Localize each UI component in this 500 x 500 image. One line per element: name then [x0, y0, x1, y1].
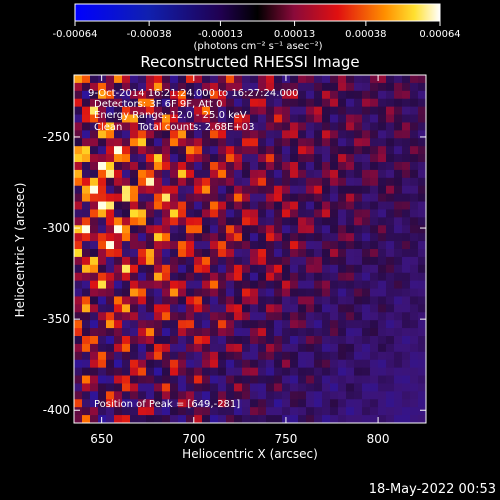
- axis-ticks: 650 700 750 800 -250 -300 -350 -400: [43, 75, 426, 446]
- timestamp: 18-May-2022 00:53: [369, 482, 496, 497]
- colorbar-tick-label: -0.00064: [53, 29, 98, 40]
- colorbar-tick-label: 0.00013: [274, 29, 315, 40]
- x-tick-label: 800: [367, 432, 390, 446]
- annotation-time-range: 9-Oct-2014 16:21:24.000 to 16:27:24.000: [88, 88, 299, 99]
- heatmap-image: [74, 75, 426, 423]
- y-tick-label: -400: [43, 403, 70, 417]
- x-tick-label: 650: [90, 432, 113, 446]
- plot-frame: [73, 74, 427, 424]
- y-tick-label: -250: [43, 130, 70, 144]
- annotation-block: 9-Oct-2014 16:21:24.000 to 16:27:24.000 …: [88, 88, 299, 133]
- annotation-energy-range: Energy Range: 12.0 - 25.0 keV: [94, 110, 247, 121]
- colorbar-tick-label: 0.00038: [345, 29, 386, 40]
- annotation-clean-counts: Clean Total counts: 2.68E+03: [94, 122, 254, 133]
- y-tick-label: -350: [43, 312, 70, 326]
- x-tick-label: 750: [274, 432, 297, 446]
- x-tick-label: 700: [182, 432, 205, 446]
- y-tick-label: -300: [43, 221, 70, 235]
- colorbar: [74, 3, 441, 22]
- annotation-detectors: Detectors: 3F 6F 9F, Att 0: [94, 99, 222, 110]
- x-axis-label: Heliocentric X (arcsec): [182, 447, 318, 461]
- chart-title: Reconstructed RHESSI Image: [140, 53, 359, 71]
- y-axis-label: Heliocentric Y (arcsec): [13, 183, 27, 318]
- colorbar-tick-label: -0.00013: [198, 29, 243, 40]
- colorbar-ticks: -0.00064 -0.00038 -0.00013 0.00013 0.00038 0.…: [53, 21, 461, 40]
- colorbar-unit-label: (photons cm⁻² s⁻¹ asec⁻²): [193, 41, 322, 52]
- colorbar-tick-label: -0.00038: [127, 29, 172, 40]
- colorbar-tick-label: 0.00064: [419, 29, 460, 40]
- peak-position-label: Position of Peak = [649,-281]: [94, 399, 240, 410]
